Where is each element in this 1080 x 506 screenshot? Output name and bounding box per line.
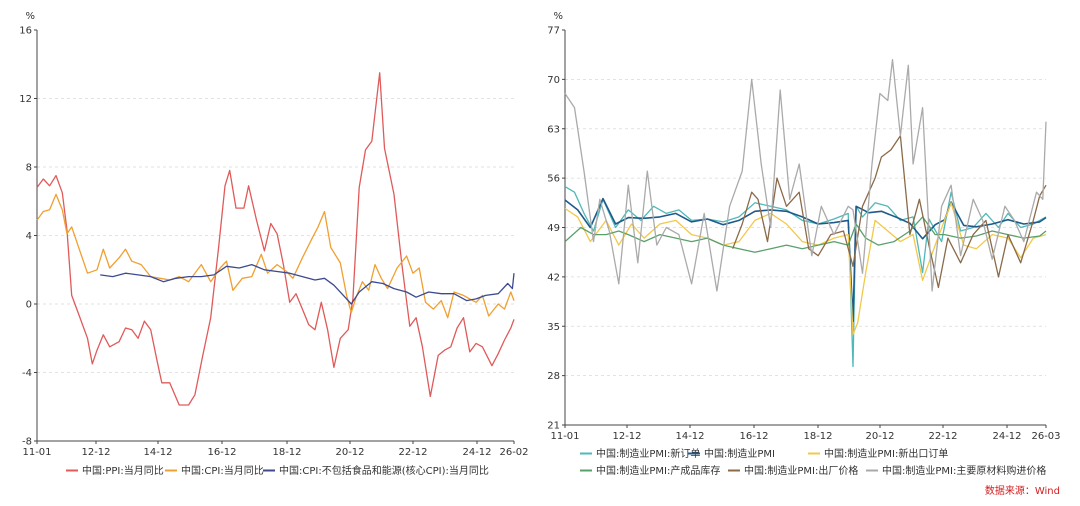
right-y-tick-label: 42 (547, 272, 560, 283)
left-x-tick-label: 18-12 (272, 447, 301, 458)
right-series-line-5 (732, 135, 1047, 289)
right-x-tick-label: 24-12 (992, 431, 1021, 442)
right-x-tick-label: 14-12 (675, 431, 704, 442)
right-series-line-4 (564, 216, 1047, 253)
right-y-tick-label: 21 (547, 421, 560, 432)
source-label: 数据来源：Wind (985, 484, 1060, 497)
left-x-tick-label: 20-12 (335, 447, 364, 458)
right-legend-label: 中国:制造业PMI:出厂价格 (744, 464, 858, 477)
right-y-tick-label: 35 (547, 322, 560, 333)
left-x-tick-label: 12-12 (81, 447, 110, 458)
right-x-tick-label: 12-12 (612, 431, 641, 442)
left-unit-label: % (25, 11, 35, 22)
left-x-tick-label: 24-12 (462, 447, 491, 458)
right-x-tick-label: 11-01 (550, 431, 579, 442)
right-y-tick-label: 77 (547, 26, 560, 37)
right-y-tick-label: 28 (547, 371, 560, 382)
left-x-tick-label: 26-02 (499, 447, 528, 458)
left-series-line-3 (100, 263, 515, 305)
left-y-tick-label: 16 (19, 26, 32, 37)
right-y-tick-label: 49 (547, 223, 560, 234)
right-legend-label: 中国:制造业PMI:新出口订单 (824, 447, 948, 460)
right-x-tick-label: 20-12 (865, 431, 894, 442)
right-x-tick-label: 18-12 (803, 431, 832, 442)
right-x-tick-label: 16-12 (739, 431, 768, 442)
left-series-line-1 (36, 72, 515, 406)
left-y-tick-label: 0 (26, 300, 32, 311)
right-series-line-3 (564, 202, 1047, 336)
left-y-tick-label: -8 (22, 437, 32, 448)
right-y-tick-label: 56 (547, 174, 560, 185)
right-legend-label: 中国:制造业PMI:产成品库存 (596, 464, 720, 477)
left-x-tick-label: 14-12 (143, 447, 172, 458)
right-legend-label: 中国:制造业PMI:新订单 (596, 447, 700, 460)
right-x-tick-label: 22-12 (928, 431, 957, 442)
right-x-tick-label: 26-03 (1031, 431, 1060, 442)
left-legend-label: 中国:CPI:当月同比 (181, 464, 264, 477)
left-legend-label: 中国:CPI:不包括食品和能源(核心CPI):当月同比 (279, 464, 489, 477)
left-chart: % 16 12 8 4 0 -4 -811-01 12-12 14-12 16-12 18-12 20-… (19, 11, 528, 477)
left-legend-label: 中国:PPI:当月同比 (82, 464, 164, 477)
right-y-tick-label: 70 (547, 75, 560, 86)
right-unit-label: % (553, 11, 563, 22)
right-series-line-6 (564, 58, 1047, 292)
right-series-line-1 (564, 186, 1047, 368)
left-series-line-2 (36, 193, 515, 319)
left-x-tick-label: 16-12 (207, 447, 236, 458)
left-y-tick-label: -4 (22, 368, 32, 379)
left-y-tick-label: 8 (26, 163, 32, 174)
right-legend-label: 中国:制造业PMI:主要原材料购进价格 (882, 464, 1046, 477)
left-x-tick-label: 22-12 (398, 447, 427, 458)
right-series-line-2 (564, 197, 1047, 323)
left-y-tick-label: 4 (26, 231, 32, 242)
right-legend-label: 中国:制造业PMI (704, 447, 775, 460)
left-x-tick-label: 11-01 (22, 447, 51, 458)
right-y-tick-label: 63 (547, 124, 560, 135)
left-y-tick-label: 12 (19, 94, 32, 105)
